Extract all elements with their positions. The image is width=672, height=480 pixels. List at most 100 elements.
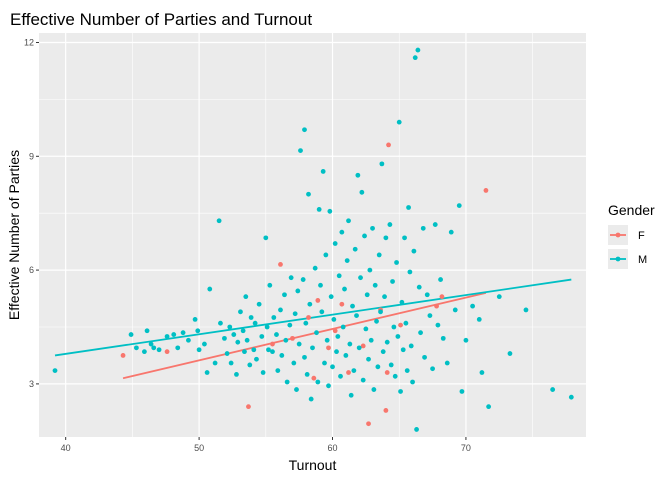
point-m [312,265,318,271]
point-m [278,307,283,313]
point-m [414,427,419,432]
point-m [274,332,279,337]
point-m [235,339,241,345]
point-m [267,282,273,288]
point-m [366,356,371,362]
point-m [392,373,398,379]
point-m [292,311,298,317]
point-f [434,303,439,309]
point-m [141,349,147,355]
point-f [306,315,311,320]
point-m [218,320,223,326]
point-m [407,269,413,275]
point-m [326,383,331,389]
point-m [279,353,285,358]
y-axis-title: Effective Number of Parties [6,150,22,320]
point-m [322,360,327,366]
point-m [298,148,303,153]
point-m [459,389,465,394]
point-m [344,258,350,264]
point-m [303,320,309,326]
y-tick-label: 9 [29,151,34,161]
point-m [378,309,383,315]
point-m [52,368,58,374]
point-m [422,354,427,360]
point-m [327,208,333,214]
point-m [234,372,239,377]
point-m [402,235,407,241]
point-m [318,282,323,288]
point-m [448,229,454,235]
point-m [240,328,246,334]
point-m [243,294,249,300]
point-m [334,349,339,355]
point-m [476,317,482,322]
point-m [430,366,435,372]
point-f [290,335,295,341]
point-f [383,408,389,413]
point-m [347,341,353,347]
point-m [263,235,269,241]
trend-line-f [122,291,487,380]
point-m [391,324,397,330]
point-m [266,347,271,353]
point-m [338,373,343,379]
point-m [227,324,233,330]
point-m [171,332,177,337]
x-axis-title: Turnout [289,457,337,473]
point-m [416,284,422,290]
point-m [343,353,349,358]
point-m [371,387,377,392]
point-m [164,334,170,339]
point-m [284,379,290,385]
point-m [394,260,399,265]
legend-point-f [615,232,621,238]
point-f [384,370,390,375]
point-m [427,313,433,319]
y-axis-ticks: 3 6 9 12 [24,37,39,389]
point-m [310,345,315,351]
point-f [366,421,371,427]
point-m [507,351,513,356]
point-f [311,375,317,381]
point-m [247,362,253,368]
point-m [550,387,556,392]
point-m [399,299,405,305]
point-m [196,347,202,353]
point-m [383,235,389,241]
point-f [315,298,321,303]
point-m [323,252,329,258]
point-m [364,292,370,298]
chart-title: Effective Number of Parties and Turnout [10,10,312,29]
legend-title: Gender [608,202,655,218]
x-tick-label: 50 [194,443,204,453]
point-m [128,332,134,337]
point-m [288,275,294,281]
plot-panel [39,33,586,437]
point-m [192,317,198,322]
point-m [523,307,529,313]
point-m [346,218,351,224]
point-m [238,309,243,315]
trend-lines [54,278,572,380]
point-m [151,345,157,351]
point-m [330,364,335,370]
point-m [224,351,230,356]
point-m [403,320,409,326]
legend: Gender FM [608,202,655,269]
point-m [302,127,307,133]
legend-label-f: F [638,230,645,242]
point-m [360,377,366,383]
point-m [406,205,411,210]
data-points [52,47,574,432]
point-m [356,345,362,351]
point-m [248,315,254,320]
point-m [463,337,469,343]
point-m [350,303,355,309]
point-m [363,326,369,332]
x-tick-label: 40 [61,443,71,453]
y-tick-label: 6 [29,265,34,275]
point-m [195,328,201,334]
point-m [202,341,207,347]
